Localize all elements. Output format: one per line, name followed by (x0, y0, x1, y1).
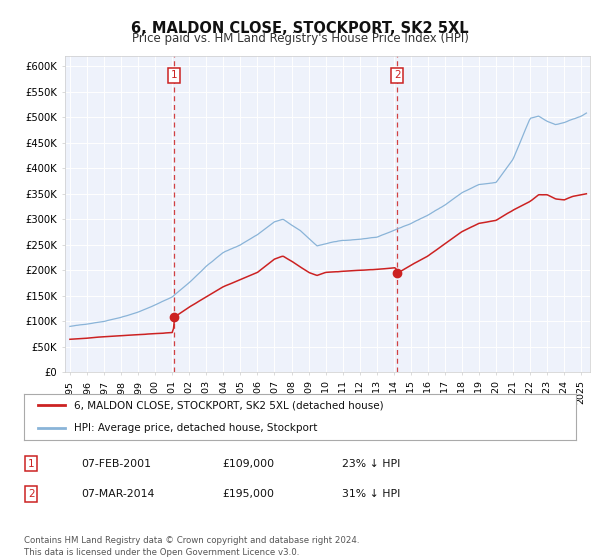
Text: HPI: Average price, detached house, Stockport: HPI: Average price, detached house, Stoc… (74, 423, 317, 433)
Text: 23% ↓ HPI: 23% ↓ HPI (342, 459, 400, 469)
Text: £109,000: £109,000 (222, 459, 274, 469)
Text: 1: 1 (170, 71, 177, 81)
Text: 6, MALDON CLOSE, STOCKPORT, SK2 5XL (detached house): 6, MALDON CLOSE, STOCKPORT, SK2 5XL (det… (74, 400, 383, 410)
Text: 07-FEB-2001: 07-FEB-2001 (81, 459, 151, 469)
Text: £195,000: £195,000 (222, 489, 274, 499)
Text: 2: 2 (28, 489, 35, 499)
Text: Contains HM Land Registry data © Crown copyright and database right 2024.
This d: Contains HM Land Registry data © Crown c… (24, 536, 359, 557)
Text: 07-MAR-2014: 07-MAR-2014 (81, 489, 154, 499)
Text: 31% ↓ HPI: 31% ↓ HPI (342, 489, 400, 499)
Text: 6, MALDON CLOSE, STOCKPORT, SK2 5XL: 6, MALDON CLOSE, STOCKPORT, SK2 5XL (131, 21, 469, 36)
Text: 1: 1 (28, 459, 35, 469)
Text: 2: 2 (394, 71, 400, 81)
Text: Price paid vs. HM Land Registry's House Price Index (HPI): Price paid vs. HM Land Registry's House … (131, 32, 469, 45)
